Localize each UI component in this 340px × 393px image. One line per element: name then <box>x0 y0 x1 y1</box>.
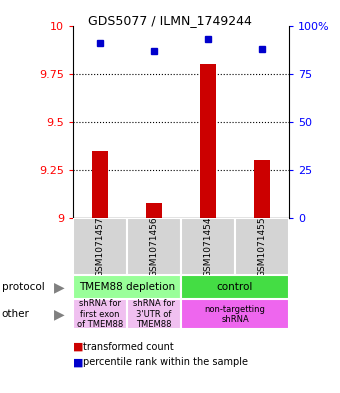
Text: GSM1071457: GSM1071457 <box>96 216 105 277</box>
Text: TMEM88 depletion: TMEM88 depletion <box>79 282 175 292</box>
Bar <box>127 299 181 329</box>
Text: control: control <box>217 282 253 292</box>
Bar <box>73 299 127 329</box>
Bar <box>127 218 181 275</box>
Text: ▶: ▶ <box>54 280 65 294</box>
Text: shRNA for
first exon
of TMEM88: shRNA for first exon of TMEM88 <box>77 299 123 329</box>
Text: GSM1071456: GSM1071456 <box>150 216 158 277</box>
Text: GSM1071455: GSM1071455 <box>257 216 267 277</box>
Bar <box>73 275 181 299</box>
Text: ▶: ▶ <box>54 307 65 321</box>
Text: shRNA for
3'UTR of
TMEM88: shRNA for 3'UTR of TMEM88 <box>133 299 175 329</box>
Bar <box>181 275 289 299</box>
Bar <box>181 299 289 329</box>
Text: percentile rank within the sample: percentile rank within the sample <box>83 357 248 367</box>
Text: transformed count: transformed count <box>83 342 174 352</box>
Text: ■: ■ <box>73 342 84 352</box>
Bar <box>235 218 289 275</box>
Bar <box>146 203 162 218</box>
Text: ■: ■ <box>73 357 84 367</box>
Bar <box>92 151 108 218</box>
Bar <box>254 160 270 218</box>
Text: non-targetting
shRNA: non-targetting shRNA <box>205 305 266 324</box>
Bar <box>181 218 235 275</box>
Bar <box>73 218 127 275</box>
Text: protocol: protocol <box>2 282 45 292</box>
Bar <box>200 64 216 218</box>
Text: GDS5077 / ILMN_1749244: GDS5077 / ILMN_1749244 <box>88 14 252 27</box>
Text: GSM1071454: GSM1071454 <box>204 217 212 277</box>
Text: other: other <box>2 309 30 319</box>
